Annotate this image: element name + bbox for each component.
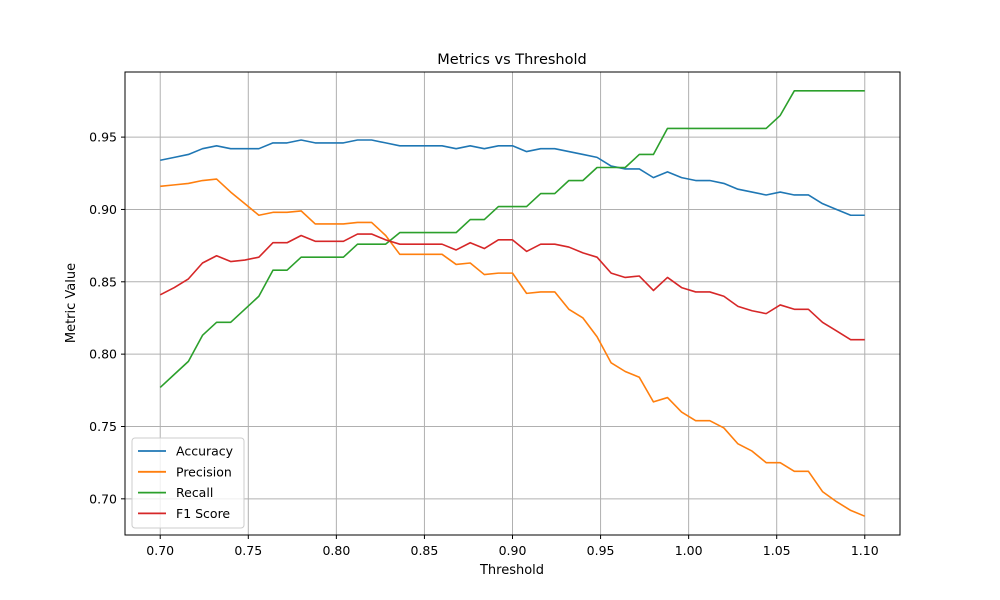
grid-lines — [125, 72, 900, 535]
x-tick-label: 1.05 — [763, 543, 791, 558]
legend-box — [131, 437, 245, 529]
y-tick-label: 0.85 — [89, 274, 117, 289]
accuracy-series-line — [160, 139, 865, 217]
x-tick-label: 0.85 — [411, 543, 439, 558]
x-tick-label: 0.90 — [499, 543, 527, 558]
f1-score-series-line — [159, 233, 865, 341]
x-tick-label: 0.80 — [322, 543, 350, 558]
y-axis-ticks: 0.70 0.75 0.80 0.85 0.90 0.95 — [89, 130, 125, 506]
legend: Accuracy Precision Recall F1 Score — [131, 437, 245, 529]
y-tick-label: 0.80 — [89, 347, 117, 362]
precision-series-line — [160, 178, 866, 517]
x-axis-label: Threshold — [479, 563, 544, 578]
x-axis-ticks: 0.70 0.75 0.80 0.85 0.90 0.95 1.00 1.05 1.10 — [146, 535, 879, 558]
legend-label-accuracy: Accuracy — [176, 444, 234, 459]
x-tick-label: 1.00 — [675, 543, 703, 558]
y-tick-label: 0.90 — [89, 202, 117, 217]
legend-label-recall: Recall — [176, 485, 213, 500]
recall-series-line — [159, 90, 865, 389]
chart-title: Metrics vs Threshold — [437, 52, 586, 68]
legend-label-f1-score: F1 Score — [176, 506, 230, 521]
x-tick-label: 0.95 — [587, 543, 615, 558]
x-tick-label: 0.75 — [234, 543, 262, 558]
x-tick-label: 1.10 — [851, 543, 879, 558]
legend-label-precision: Precision — [176, 464, 232, 479]
y-tick-label: 0.75 — [89, 419, 117, 434]
x-tick-label: 0.70 — [146, 543, 174, 558]
y-tick-label: 0.70 — [89, 491, 117, 506]
y-axis-label: Metric Value — [64, 263, 79, 343]
series-lines — [159, 90, 866, 517]
y-tick-label: 0.95 — [89, 130, 117, 145]
